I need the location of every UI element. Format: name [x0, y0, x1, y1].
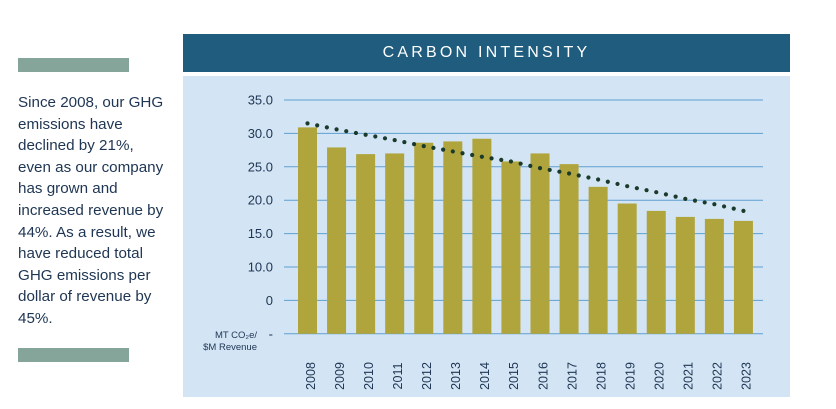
trendline-point: [576, 173, 581, 178]
bar: [501, 161, 521, 334]
trendline-point: [683, 196, 688, 201]
y-tick-label: 10.0: [248, 260, 273, 275]
trendline-point: [373, 134, 378, 139]
trend-layer: [305, 121, 746, 213]
trendline-point: [586, 175, 591, 180]
tick-layer: 35.0 30.0 25.0 20.0 15.0 10.0 0 - 2008 2009 2010 20…: [248, 93, 754, 390]
x-tick-label: 2018: [594, 362, 608, 390]
bar: [646, 210, 666, 334]
trendline-point: [518, 161, 523, 166]
bar: [443, 141, 463, 334]
bar: [733, 220, 753, 334]
y-tick-label: 30.0: [248, 126, 273, 141]
trendline-point: [702, 200, 707, 205]
trendline-point: [363, 132, 368, 137]
trendline-point: [692, 198, 698, 203]
trendline-point: [382, 136, 388, 141]
bar: [414, 142, 434, 334]
trendline-point: [528, 163, 533, 169]
trendline-point: [470, 152, 475, 158]
trendline-point: [499, 157, 504, 162]
trendline-point: [721, 204, 727, 209]
bar: [617, 203, 637, 334]
y-tick-label: 15.0: [248, 226, 273, 241]
y-tick-label: 25.0: [248, 159, 273, 174]
x-tick-label: 2021: [682, 362, 696, 390]
y-tick-label: 20.0: [248, 193, 273, 208]
trendline-point: [421, 143, 426, 149]
trendline-point: [508, 159, 514, 164]
x-tick-label: 2019: [623, 362, 637, 390]
bar: [675, 216, 695, 334]
x-tick-label: 2022: [711, 362, 725, 390]
x-tick-label: 2012: [420, 362, 434, 390]
trendline-point: [654, 190, 659, 195]
trendline-point: [537, 166, 543, 171]
x-tick-label: 2017: [565, 362, 579, 390]
trendline-point: [450, 149, 455, 154]
chart-title: CARBON INTENSITY: [183, 34, 790, 72]
x-tick-label: 2013: [449, 362, 463, 390]
y-tick-label: 0: [266, 293, 273, 308]
x-tick-label: 2020: [653, 362, 667, 390]
summary-text: Since 2008, our GHG emissions have decli…: [18, 94, 164, 327]
trendline-point: [634, 186, 639, 191]
x-tick-label: 2011: [391, 363, 405, 390]
trendline-point: [557, 169, 562, 174]
trendline-point: [566, 171, 572, 176]
trendline-point: [344, 129, 349, 134]
bar: [298, 127, 317, 334]
trendline-point: [315, 123, 320, 128]
bar: [588, 186, 608, 334]
x-tick-label: 2010: [362, 362, 376, 390]
bar: [472, 138, 492, 334]
bar: [356, 154, 376, 334]
bar: [327, 147, 347, 334]
bar: [704, 218, 724, 334]
trendline-point: [741, 208, 746, 213]
x-tick-label: 2015: [507, 362, 521, 390]
trendline-point: [489, 156, 494, 161]
trendline-point: [615, 181, 620, 187]
trendline-point: [625, 184, 630, 189]
bar: [530, 153, 550, 334]
bar: [385, 153, 405, 334]
decorative-bar-top: [18, 58, 129, 72]
bar-layer: [298, 127, 753, 334]
trendline-point: [605, 179, 610, 184]
trendline-point: [305, 121, 310, 126]
bar: [559, 164, 579, 334]
trendline-point: [479, 154, 484, 159]
trendline-point: [402, 139, 407, 145]
trendline-point: [644, 188, 649, 193]
trendline-point: [673, 194, 678, 199]
trendline-point: [731, 206, 736, 211]
x-tick-label: 2014: [478, 362, 492, 390]
x-tick-label: 2016: [536, 362, 550, 390]
trendline-point: [596, 177, 601, 182]
y-tick-label: -: [269, 326, 273, 341]
trendline-point: [441, 147, 446, 152]
trendline-point: [353, 130, 359, 136]
decorative-bar-bottom: [18, 348, 129, 362]
x-tick-label: 2023: [740, 362, 754, 390]
y-unit-label-line2: $M Revenue: [203, 342, 257, 353]
trendline-point: [392, 137, 397, 143]
x-tick-label: 2008: [304, 362, 318, 390]
trendline-point: [460, 151, 465, 156]
y-tick-label: 35.0: [248, 93, 273, 108]
trendline-point: [334, 127, 339, 132]
trendline-point: [324, 125, 329, 130]
trendline-point: [547, 167, 552, 173]
trendline-point: [431, 145, 436, 150]
y-unit-label-line1: MT CO₂e/: [215, 330, 257, 341]
trendline-point: [712, 202, 717, 207]
x-tick-label: 2009: [333, 362, 347, 390]
trendline-point: [411, 141, 417, 147]
trendline-point: [663, 192, 669, 197]
